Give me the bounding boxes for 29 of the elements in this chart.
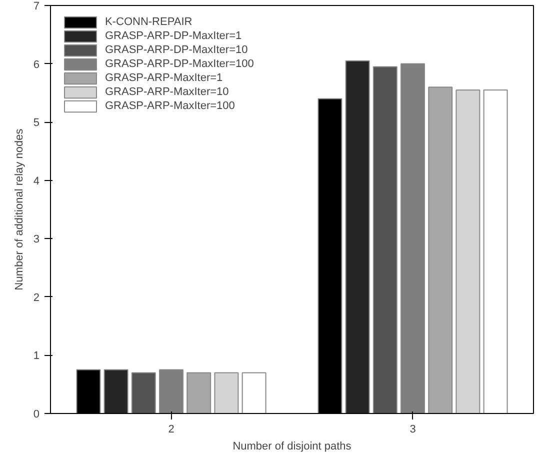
y-tick-label: 6 [33, 58, 40, 71]
y-tick-label: 2 [33, 292, 40, 304]
bar [186, 372, 212, 414]
bar [428, 86, 453, 414]
bar [159, 369, 184, 414]
bar [400, 63, 425, 414]
bar [242, 372, 266, 414]
y-tick-label: 3 [33, 234, 40, 246]
legend-label: GRASP-ARP-MaxIter=10 [105, 85, 229, 99]
legend-label: GRASP-ARP-MaxIter=1 [105, 71, 223, 85]
y-tick-label: 1 [33, 350, 40, 362]
bar [131, 372, 156, 414]
legend-label: GRASP-ARP-DP-MaxIter=1 [105, 29, 242, 43]
y-tick-label: 0 [33, 408, 40, 420]
bar [483, 90, 508, 414]
y-tick-label: 4 [33, 175, 40, 188]
y-axis-title: Number of additional relay nodes [13, 128, 26, 290]
bar [104, 369, 128, 414]
legend-label: GRASP-ARP-MaxIter=100 [105, 99, 235, 113]
y-tick-label: 7 [33, 0, 40, 12]
bar [456, 90, 480, 414]
y-tick-label: 5 [33, 117, 40, 130]
x-axis-title: Number of disjoint paths [232, 440, 352, 452]
legend-label: K-CONN-REPAIR [105, 15, 192, 29]
bar [214, 372, 239, 414]
bar [345, 60, 370, 414]
bar [372, 66, 398, 414]
legend-label: GRASP-ARP-DP-MaxIter=100 [105, 57, 254, 71]
legend-label: GRASP-ARP-DP-MaxIter=10 [105, 43, 248, 57]
